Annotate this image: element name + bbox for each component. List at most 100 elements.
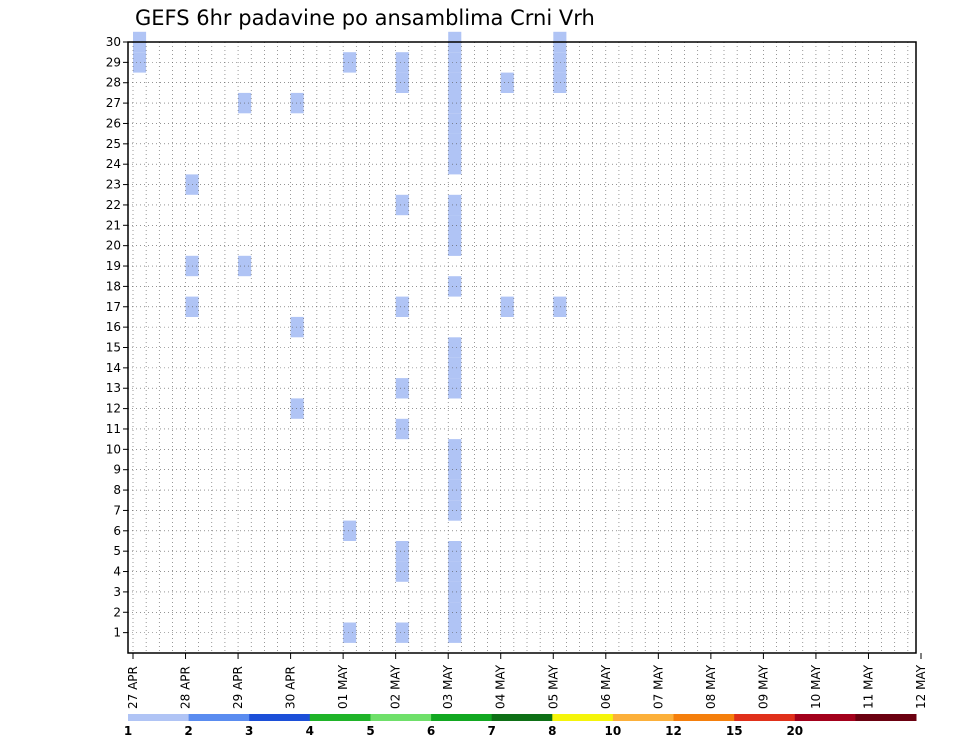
heatmap-cell [500, 72, 514, 93]
y-tick-label: 2 [113, 605, 121, 619]
legend-swatch [491, 714, 553, 721]
y-tick-label: 26 [106, 116, 121, 130]
legend-swatch [612, 714, 674, 721]
heatmap-cell [448, 194, 462, 216]
y-tick-label: 24 [106, 157, 121, 171]
heatmap-cell [448, 276, 462, 297]
legend-label: 1 [124, 724, 132, 738]
x-tick-label: 04 MAY [494, 664, 508, 709]
heatmap-cell [395, 418, 409, 440]
y-tick-label: 8 [113, 483, 121, 497]
heatmap-cell [395, 561, 409, 582]
x-tick-label: 12 MAY [914, 664, 928, 709]
legend-swatch [673, 714, 735, 721]
heatmap-cell [448, 500, 462, 521]
x-tick-label: 07 MAY [651, 664, 665, 709]
y-tick-label: 27 [106, 96, 121, 110]
heatmap-cell [448, 357, 462, 379]
y-tick-label: 29 [106, 55, 121, 69]
heatmap-cell [448, 52, 462, 73]
legend-label: 2 [184, 724, 192, 738]
heatmap-cell [133, 52, 147, 73]
y-tick-label: 13 [106, 381, 121, 395]
legend-swatch [431, 714, 493, 721]
x-tick-label: 10 MAY [809, 664, 823, 709]
dotted-grid [128, 41, 916, 653]
y-tick-label: 25 [106, 137, 121, 151]
x-tick-label: 29 APR [231, 666, 245, 709]
heatmap-cell [500, 296, 514, 317]
chart-title: GEFS 6hr padavine po ansamblima Crni Vrh [135, 6, 595, 30]
heatmap-cell [448, 113, 462, 134]
heatmap-cell [290, 316, 304, 338]
heatmap-cell [448, 602, 462, 623]
heatmap-cell [448, 581, 462, 603]
heatmap-cell [395, 541, 409, 562]
x-tick-label: 28 APR [179, 666, 193, 709]
heatmap-cell [395, 72, 409, 93]
x-tick-label: 08 MAY [704, 664, 718, 709]
heatmap-cell [343, 520, 357, 541]
legend-swatch [128, 714, 190, 721]
x-tick-label: 03 MAY [441, 664, 455, 709]
heatmap-cell [290, 398, 304, 419]
x-tick-label: 02 MAY [389, 664, 403, 709]
legend-swatch [552, 714, 614, 721]
heatmap-cell [448, 622, 462, 643]
y-tick-label: 11 [106, 422, 121, 436]
heatmap-cell [448, 561, 462, 582]
legend-label: 6 [427, 724, 435, 738]
legend-swatch [794, 714, 856, 721]
x-axis-ticks: 27 APR 28 APR 29 APR 30 APR 01 MAY 02 MAY 03 M… [126, 653, 928, 709]
heatmap-cell [448, 215, 462, 236]
x-tick-label: 11 MAY [861, 664, 875, 709]
y-tick-label: 23 [106, 178, 121, 192]
legend-swatch [249, 714, 311, 721]
heatmap-cell [448, 479, 462, 501]
y-tick-label: 4 [113, 565, 121, 579]
heatmap-cell [395, 296, 409, 317]
y-tick-label: 14 [106, 361, 121, 375]
y-tick-label: 18 [106, 279, 121, 293]
y-tick-label: 20 [106, 239, 121, 253]
y-tick-label: 16 [106, 320, 121, 334]
x-tick-label: 05 MAY [546, 664, 560, 709]
y-tick-label: 5 [113, 544, 121, 558]
color-legend: 1 2 3 4 5 6 7 8 10 12 15 20 [124, 714, 917, 738]
heatmap-cell [448, 235, 462, 256]
y-tick-label: 10 [106, 442, 121, 456]
heatmap-cell [448, 72, 462, 93]
y-axis-ticks: 1234567891011121314151617181920212223242… [106, 35, 128, 640]
legend-label: 5 [366, 724, 374, 738]
y-tick-label: 17 [106, 300, 121, 314]
heatmap-cell [343, 52, 357, 73]
x-tick-label: 30 APR [284, 666, 298, 709]
x-tick-label: 06 MAY [599, 664, 613, 709]
legend-label: 10 [605, 724, 622, 738]
heatmap-cell [553, 52, 567, 73]
heatmap-cell [395, 378, 409, 399]
heatmap-cell [448, 439, 462, 460]
x-tick-label: 09 MAY [756, 664, 770, 709]
x-tick-label: 27 APR [126, 666, 140, 709]
legend-swatch [370, 714, 432, 721]
y-tick-label: 19 [106, 259, 121, 273]
heatmap-cell [448, 459, 462, 480]
legend-label: 20 [786, 724, 803, 738]
heatmap-cell [448, 378, 462, 399]
legend-swatch [855, 714, 917, 721]
y-tick-label: 22 [106, 198, 121, 212]
heatmap-cell [290, 92, 304, 114]
y-tick-label: 15 [106, 341, 121, 355]
y-tick-label: 12 [106, 402, 121, 416]
heatmap-cell [395, 622, 409, 643]
legend-swatch [734, 714, 796, 721]
y-tick-label: 7 [113, 503, 121, 517]
heatmap-cell [553, 296, 567, 317]
y-tick-label: 28 [106, 76, 121, 90]
legend-label: 7 [488, 724, 496, 738]
heatmap-cell [448, 92, 462, 114]
heatmap-cells [133, 31, 567, 643]
legend-label: 12 [665, 724, 682, 738]
